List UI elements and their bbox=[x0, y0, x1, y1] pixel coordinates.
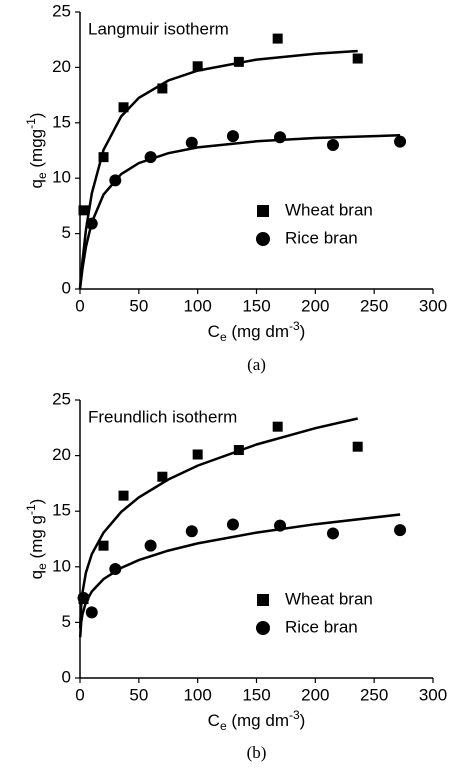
x-tick-label: 250 bbox=[360, 296, 388, 315]
y-axis-label-part: (mg g bbox=[27, 515, 46, 563]
y-tick-label: 0 bbox=[62, 667, 71, 686]
point bbox=[185, 525, 198, 538]
x-tick-label: 50 bbox=[129, 685, 148, 704]
point bbox=[226, 518, 239, 531]
legend-marker bbox=[257, 205, 269, 217]
y-tick-label: 5 bbox=[62, 223, 71, 242]
point bbox=[233, 445, 244, 456]
y-tick-label: 0 bbox=[62, 278, 71, 297]
y-axis-label-part: (mgg bbox=[27, 129, 46, 172]
x-tick-label: 150 bbox=[242, 296, 270, 315]
chart-title: Freundlich isotherm bbox=[88, 407, 237, 426]
x-tick-label: 50 bbox=[129, 296, 148, 315]
legend-marker bbox=[257, 594, 269, 606]
x-axis-label-part: (mg dm bbox=[227, 322, 289, 341]
point bbox=[352, 53, 363, 64]
x-axis-label-part: -3 bbox=[289, 708, 300, 722]
x-axis-label-part: -3 bbox=[289, 319, 300, 333]
x-tick-label: 200 bbox=[301, 296, 329, 315]
x-tick-label: 100 bbox=[183, 685, 211, 704]
point bbox=[77, 591, 90, 604]
point bbox=[394, 524, 407, 537]
x-tick-label: 0 bbox=[75, 296, 84, 315]
chart-title: Langmuir isotherm bbox=[88, 19, 229, 38]
y-axis-label-part: q bbox=[27, 570, 46, 579]
y-tick-label: 15 bbox=[52, 501, 71, 520]
point bbox=[192, 61, 203, 72]
y-axis-label-part: -1 bbox=[24, 118, 38, 129]
point bbox=[274, 519, 287, 532]
x-axis-label: Ce (mg dm-3) bbox=[208, 708, 306, 733]
point bbox=[109, 563, 122, 576]
y-axis-label: qe (mgg-1) bbox=[24, 113, 49, 189]
point bbox=[157, 83, 168, 94]
point bbox=[226, 130, 239, 143]
y-axis-label-part: e bbox=[35, 172, 49, 179]
x-tick-label: 250 bbox=[360, 685, 388, 704]
y-axis-label-part: q bbox=[27, 179, 46, 188]
x-axis-label-part: e bbox=[220, 330, 227, 344]
x-axis-label-part: ) bbox=[300, 322, 306, 341]
y-tick-label: 15 bbox=[52, 112, 71, 131]
legend-label: Wheat bran bbox=[285, 200, 373, 219]
y-tick-label: 25 bbox=[52, 389, 71, 408]
point bbox=[78, 205, 89, 216]
point bbox=[326, 138, 339, 151]
point bbox=[118, 102, 129, 113]
fit-line bbox=[78, 49, 358, 290]
point bbox=[85, 217, 98, 230]
y-tick-label: 5 bbox=[62, 612, 71, 631]
point bbox=[272, 421, 283, 432]
y-tick-label: 25 bbox=[52, 1, 71, 20]
x-axis-label-part: C bbox=[208, 322, 220, 341]
y-axis-label-part: ) bbox=[27, 113, 46, 119]
x-tick-label: 100 bbox=[183, 296, 211, 315]
point bbox=[185, 136, 198, 149]
x-tick-label: 200 bbox=[301, 685, 329, 704]
y-tick-label: 20 bbox=[52, 445, 71, 464]
legend-label: Rice bran bbox=[285, 228, 358, 247]
point bbox=[118, 490, 129, 501]
y-axis-label: qe (mg g-1) bbox=[24, 499, 49, 580]
point bbox=[233, 56, 244, 67]
x-tick-label: 300 bbox=[419, 685, 447, 704]
point bbox=[192, 449, 203, 460]
y-tick-label: 10 bbox=[52, 556, 71, 575]
point bbox=[85, 606, 98, 619]
x-axis-label-part: ) bbox=[300, 711, 306, 730]
legend-marker bbox=[256, 232, 270, 246]
point bbox=[109, 174, 122, 187]
point bbox=[98, 152, 109, 163]
point bbox=[144, 151, 157, 164]
y-tick-label: 10 bbox=[52, 168, 71, 187]
y-axis-label-part: e bbox=[35, 563, 49, 570]
y-axis-label-part: ) bbox=[27, 499, 46, 505]
x-tick-label: 300 bbox=[419, 296, 447, 315]
y-tick-label: 20 bbox=[52, 57, 71, 76]
legend-label: Rice bran bbox=[285, 617, 358, 636]
point bbox=[326, 527, 339, 540]
caption: (a) bbox=[247, 355, 266, 374]
x-tick-label: 150 bbox=[242, 685, 270, 704]
point bbox=[352, 441, 363, 452]
caption: (b) bbox=[247, 743, 267, 762]
fit-line bbox=[78, 513, 401, 638]
x-axis-label-part: (mg dm bbox=[227, 711, 289, 730]
legend-label: Wheat bran bbox=[285, 589, 373, 608]
point bbox=[98, 540, 109, 551]
x-tick-label: 0 bbox=[75, 685, 84, 704]
x-axis-label-part: C bbox=[208, 711, 220, 730]
legend-marker bbox=[256, 621, 270, 635]
x-axis-label: Ce (mg dm-3) bbox=[208, 319, 306, 344]
point bbox=[157, 471, 168, 482]
fit-line bbox=[78, 134, 401, 290]
point bbox=[394, 135, 407, 148]
point bbox=[272, 33, 283, 44]
point bbox=[144, 539, 157, 552]
point bbox=[274, 131, 287, 144]
y-axis-label-part: -1 bbox=[24, 504, 38, 515]
x-axis-label-part: e bbox=[220, 719, 227, 733]
